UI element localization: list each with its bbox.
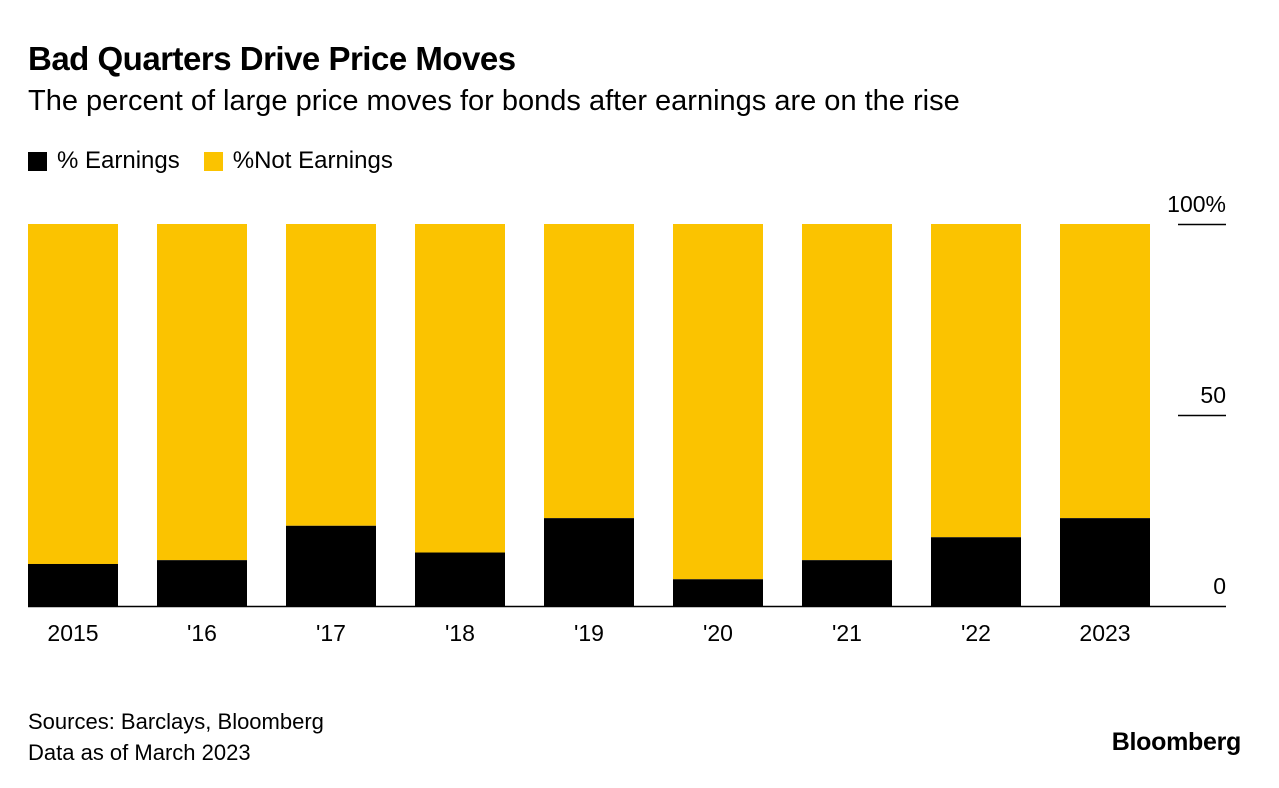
x-tick-label-3: '18 xyxy=(445,620,475,646)
x-tick-label-1: '16 xyxy=(187,620,217,646)
legend-swatch-not-earnings xyxy=(203,151,223,171)
x-tick-label-8: 2023 xyxy=(1079,620,1130,646)
bar-not-earnings-5 xyxy=(673,224,763,580)
x-tick-label-7: '22 xyxy=(961,620,991,646)
x-tick-label-2: '17 xyxy=(316,620,346,646)
legend-label-not-earnings: %Not Earnings xyxy=(232,147,393,174)
bar-not-earnings-1 xyxy=(157,224,247,561)
bar-earnings-7 xyxy=(931,537,1021,606)
bar-earnings-5 xyxy=(673,579,763,606)
legend-label-earnings: % Earnings xyxy=(57,147,180,174)
bar-earnings-2 xyxy=(286,525,376,606)
bloomberg-logo: Bloomberg xyxy=(1111,728,1242,756)
y-tick-label-1: 50 xyxy=(1200,382,1226,408)
bar-earnings-8 xyxy=(1060,518,1150,606)
chart-title: Bad Quarters Drive Price Moves xyxy=(28,40,516,77)
chart-subtitle: The percent of large price moves for bon… xyxy=(28,85,960,117)
bar-earnings-4 xyxy=(544,518,634,606)
bar-earnings-0 xyxy=(28,563,118,606)
bar-not-earnings-7 xyxy=(931,224,1021,538)
bar-not-earnings-6 xyxy=(802,224,892,561)
bar-not-earnings-3 xyxy=(415,224,505,553)
bar-not-earnings-4 xyxy=(544,224,634,519)
chart-footer: Sources: Barclays, Bloomberg Data as of … xyxy=(28,706,324,768)
x-tick-label-4: '19 xyxy=(574,620,604,646)
x-tick-label-0: 2015 xyxy=(47,620,98,646)
bar-earnings-1 xyxy=(157,560,247,606)
bar-not-earnings-2 xyxy=(286,224,376,526)
bar-earnings-3 xyxy=(415,552,505,606)
x-tick-label-6: '21 xyxy=(832,620,862,646)
y-tick-label-2: 0 xyxy=(1213,573,1226,599)
x-tick-label-5: '20 xyxy=(703,620,733,646)
bar-earnings-6 xyxy=(802,560,892,606)
legend: % Earnings %Not Earnings xyxy=(28,147,417,175)
bar-not-earnings-8 xyxy=(1060,224,1150,519)
legend-item-earnings: % Earnings xyxy=(28,147,180,175)
data-date-note: Data as of March 2023 xyxy=(28,740,251,765)
legend-swatch-earnings xyxy=(28,151,47,171)
bar-not-earnings-0 xyxy=(28,224,118,564)
sources-note: Sources: Barclays, Bloomberg xyxy=(28,709,324,734)
y-tick-label-0: 100% xyxy=(1167,191,1226,217)
legend-item-not-earnings: %Not Earnings xyxy=(203,147,393,175)
